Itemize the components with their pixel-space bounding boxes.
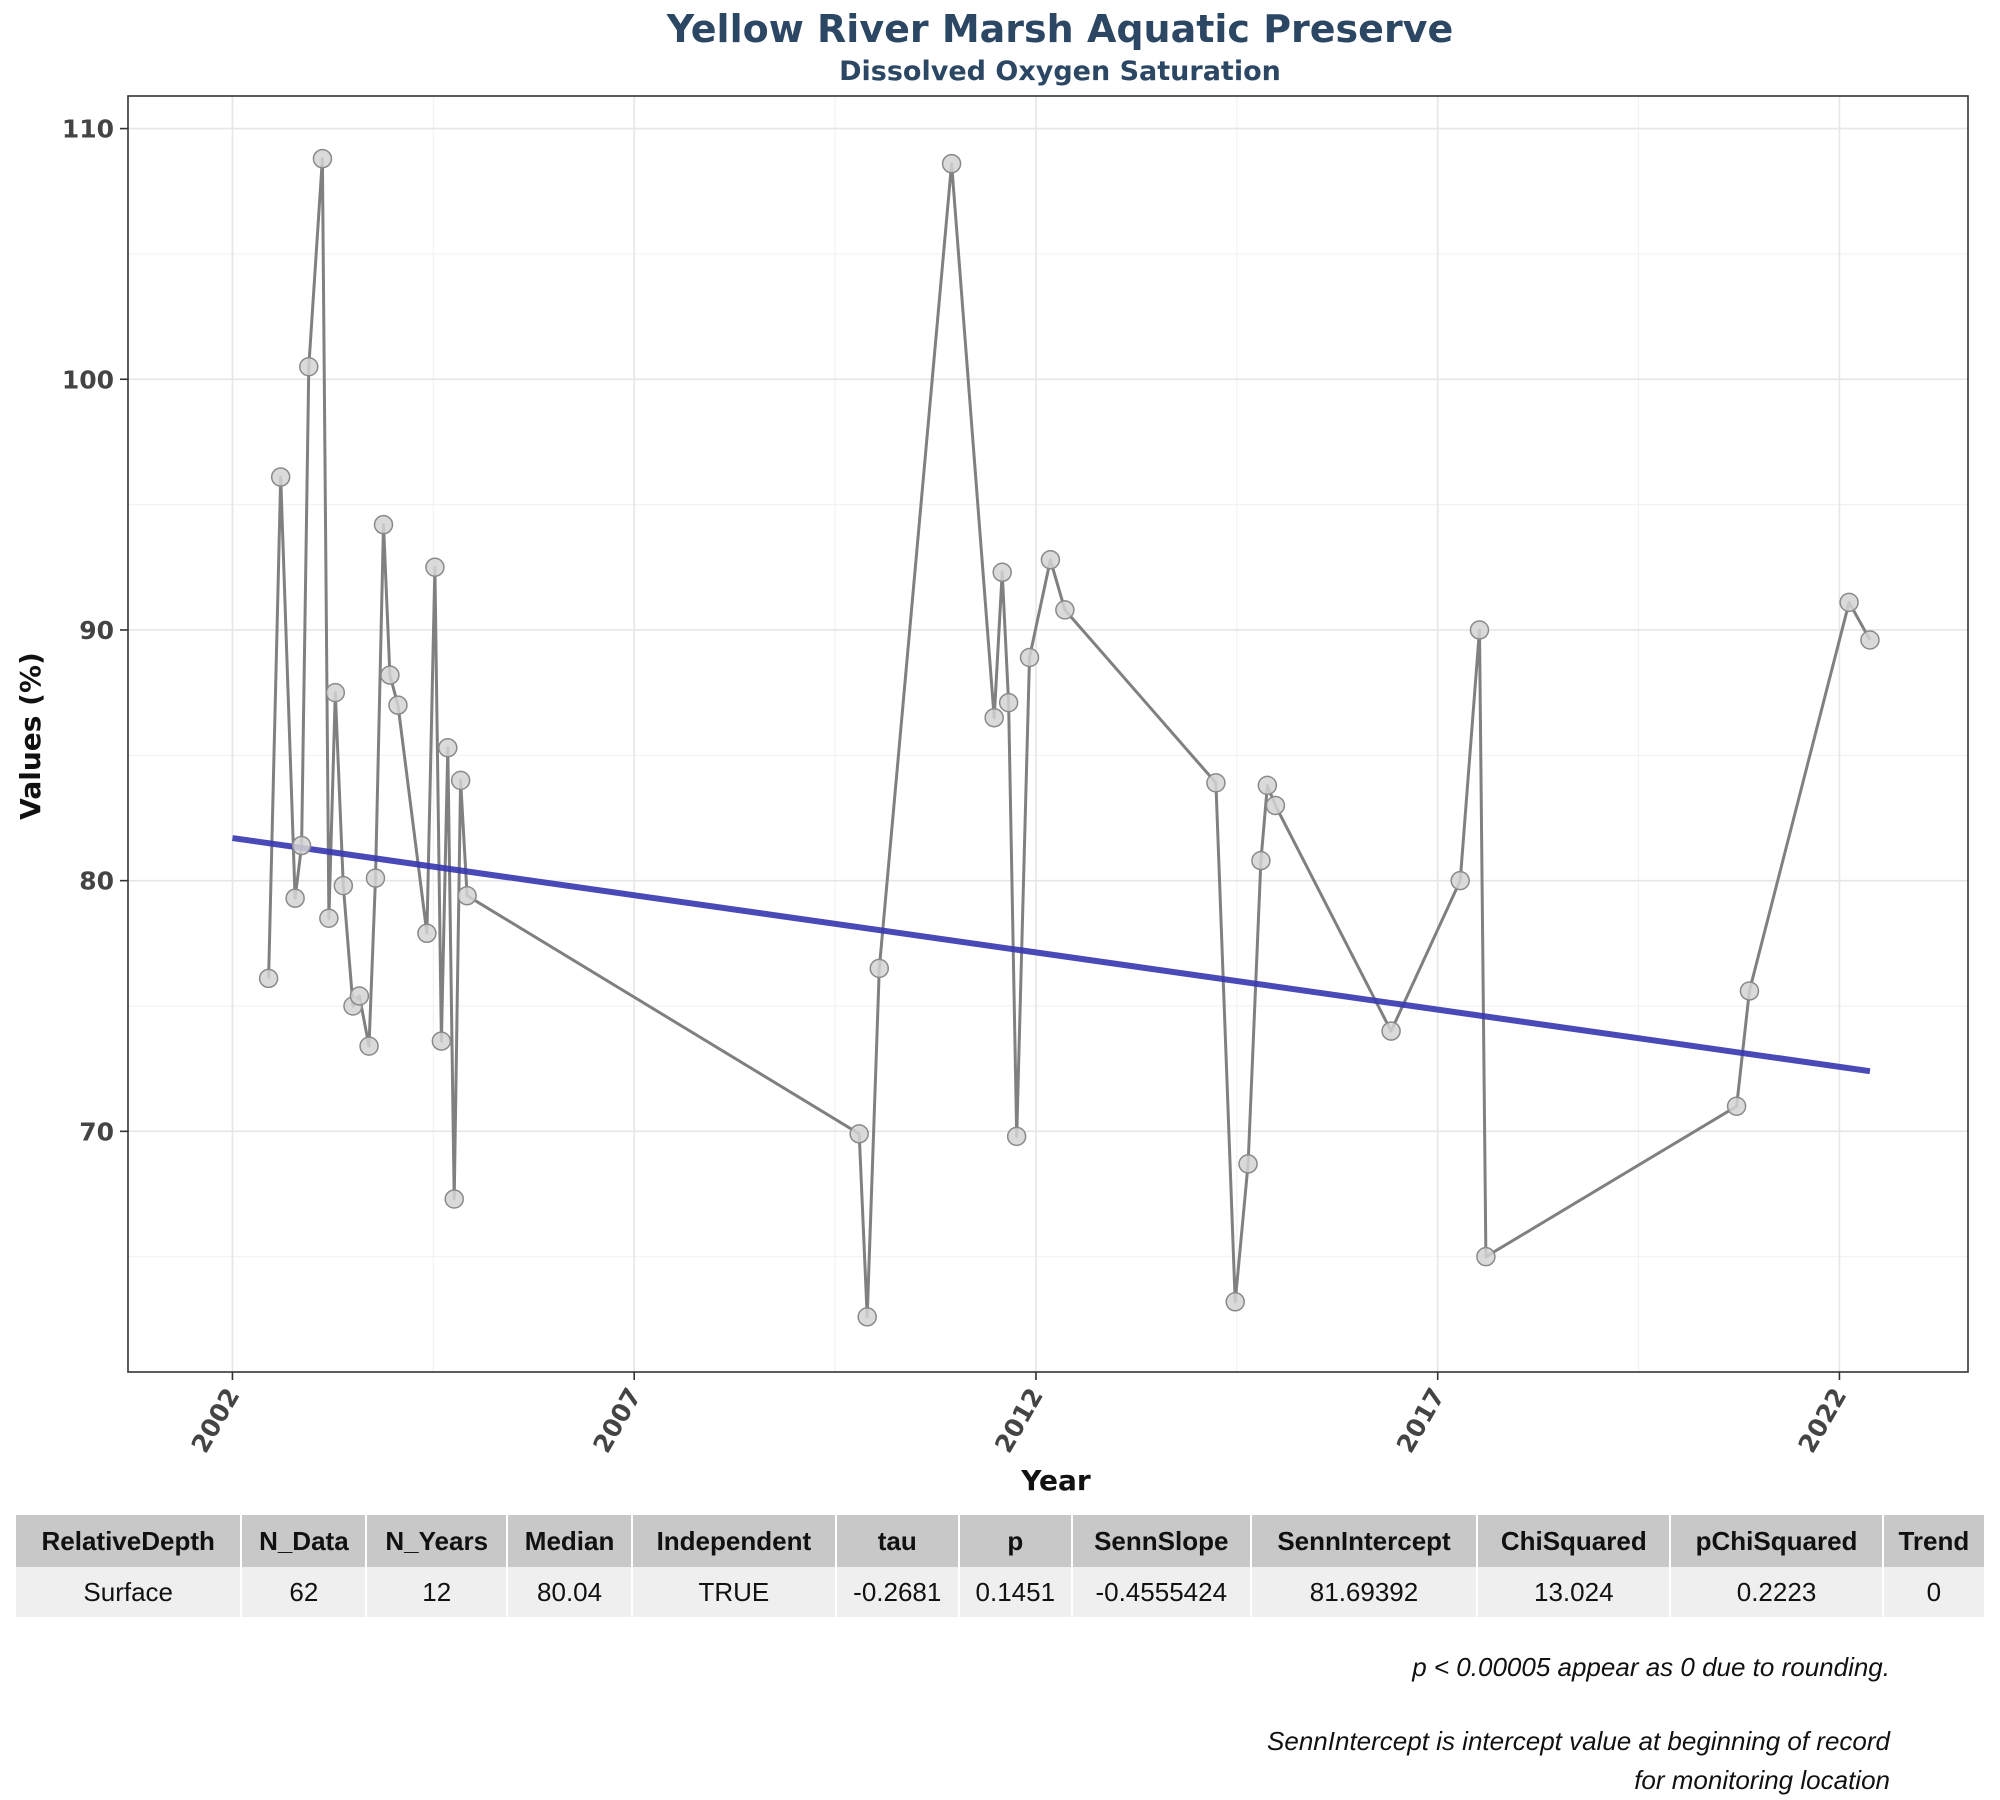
y-tick-label: 80 (79, 867, 114, 896)
table-cell: 0 (1883, 1567, 1984, 1617)
y-tick-label: 90 (79, 616, 114, 645)
table-cell: -0.4555424 (1072, 1567, 1250, 1617)
data-point (1040, 550, 1061, 570)
table-header-cell: SennIntercept (1251, 1515, 1477, 1567)
table-body: Surface 62 12 80.04 TRUE -0.2681 0.1451 -0.4555… (16, 1567, 1984, 1617)
chart-subtitle: Dissolved Oxygen Saturation (839, 56, 1281, 87)
data-point (998, 692, 1019, 713)
data-point (438, 738, 458, 758)
table-header-cell: SennSlope (1072, 1515, 1250, 1567)
chart: Yellow River Marsh Aquatic Preserve Diss… (14, 7, 1969, 1497)
data-point (373, 514, 394, 535)
table-cell: 81.69392 (1251, 1567, 1477, 1617)
data-point (285, 888, 305, 908)
data-point (1238, 1154, 1258, 1174)
x-tick-label: 2007 (587, 1383, 647, 1458)
table-header-cell: Trend (1883, 1515, 1984, 1567)
plot-area: 70 80 90 100 110 2002 2007 2012 2017 2022 (62, 95, 1969, 1458)
data-point (365, 868, 386, 888)
panel-border (127, 95, 1969, 1373)
intercept-note: SennIntercept is intercept value at begi… (1267, 1726, 1890, 1795)
table-cell: 62 (242, 1567, 366, 1617)
data-line (267, 157, 1872, 1319)
y-tick-label: 100 (62, 365, 114, 394)
table-header-cell: pChiSquared (1671, 1515, 1882, 1567)
data-point (312, 148, 333, 169)
table-header-cell: Independent (633, 1515, 835, 1567)
table-header-cell: RelativeDepth (16, 1515, 241, 1567)
table-cell: 13.024 (1478, 1567, 1670, 1617)
data-point (857, 1307, 877, 1327)
table-cell: TRUE (633, 1567, 835, 1617)
data-point (1739, 981, 1760, 1001)
y-tick-label: 110 (62, 115, 114, 144)
data-point (1381, 1021, 1401, 1041)
data-point (431, 1031, 452, 1051)
y-axis-title: Values (%) (14, 652, 47, 820)
table-header-cell: Median (508, 1515, 632, 1567)
data-point (325, 682, 346, 703)
data-point (1726, 1096, 1747, 1117)
data-point (1476, 1246, 1496, 1267)
data-point (1006, 1126, 1027, 1147)
data-point (1450, 870, 1470, 891)
data-point (425, 557, 445, 578)
table-cell: -0.2681 (836, 1567, 958, 1617)
data-point (1839, 592, 1859, 613)
data-point (1019, 647, 1040, 668)
data-point (258, 968, 279, 989)
data-point (388, 695, 408, 715)
x-tick-label: 2017 (1391, 1383, 1451, 1458)
table-cell: 0.1451 (959, 1567, 1071, 1617)
x-tick-label: 2012 (989, 1383, 1049, 1458)
data-point (1257, 775, 1278, 796)
data-point (849, 1124, 869, 1144)
table-header-cell: tau (836, 1515, 958, 1567)
x-tick-label: 2022 (1793, 1383, 1853, 1458)
data-point (984, 707, 1004, 728)
data-point (380, 665, 400, 685)
table-header-cell: N_Data (242, 1515, 366, 1567)
data-point (349, 986, 370, 1006)
data-point (291, 835, 312, 856)
table-cell: 12 (367, 1567, 507, 1617)
table-cell: 80.04 (508, 1567, 632, 1617)
rounding-note: p < 0.00005 appear as 0 due to rounding. (1412, 1652, 1890, 1682)
data-point (1469, 620, 1490, 640)
chart-title: Yellow River Marsh Aquatic Preserve (666, 7, 1453, 51)
table-cell: 0.2223 (1671, 1567, 1882, 1617)
y-tick-label: 70 (79, 1117, 114, 1146)
data-point (1860, 630, 1880, 650)
data-point (1265, 795, 1286, 816)
data-point (359, 1036, 379, 1056)
data-point (417, 923, 437, 944)
data-point (869, 958, 890, 979)
data-point (941, 153, 962, 174)
table-row: Surface 62 12 80.04 TRUE -0.2681 0.1451 -0.4555… (16, 1567, 1984, 1617)
data-point (333, 875, 354, 896)
table-header-row: RelativeDepth N_Data N_Years Median Independ… (16, 1515, 1984, 1567)
data-point (992, 562, 1012, 583)
data-point (319, 908, 339, 929)
data-point (299, 356, 319, 377)
table-header-cell: p (959, 1515, 1071, 1567)
data-point (1225, 1292, 1245, 1312)
x-axis-title: Year (1020, 1464, 1091, 1497)
table-header-cell: N_Years (367, 1515, 507, 1567)
data-point (457, 885, 477, 906)
table-cell: Surface (16, 1567, 241, 1617)
data-point (1206, 773, 1226, 793)
trend-line (232, 835, 1871, 1075)
table-header-cell: ChiSquared (1478, 1515, 1670, 1567)
data-point (1251, 850, 1271, 871)
x-tick-label: 2002 (186, 1383, 246, 1458)
data-point (450, 770, 471, 791)
data-point (444, 1189, 464, 1209)
stats-table: RelativeDepth N_Data N_Years Median Independ… (14, 1515, 1986, 1617)
data-point (270, 467, 291, 487)
data-point (1055, 600, 1075, 620)
